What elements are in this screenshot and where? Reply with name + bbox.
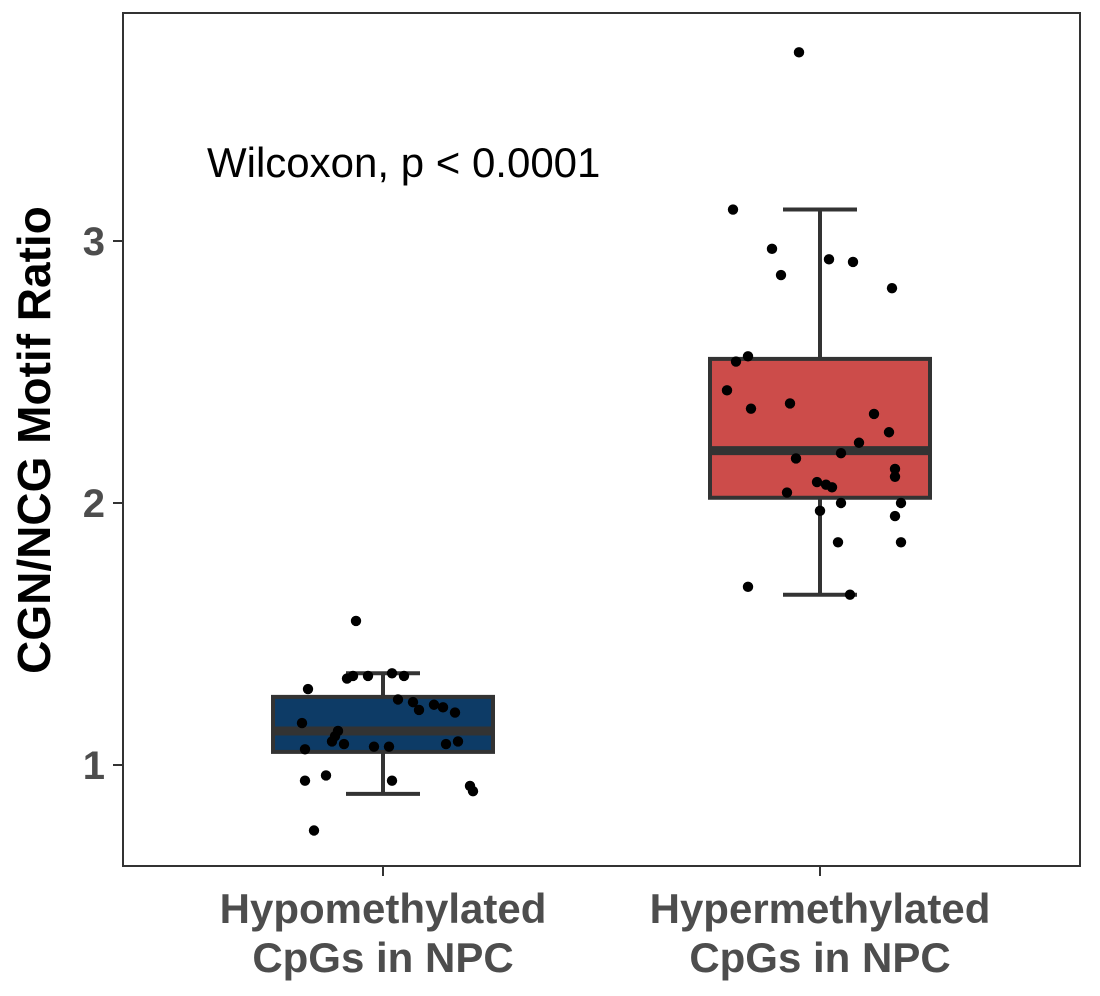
data-point xyxy=(350,615,362,627)
data-point xyxy=(889,510,901,522)
data-point xyxy=(889,463,901,475)
x-tick-label: Hypomethylated xyxy=(220,885,547,932)
data-point xyxy=(727,204,739,215)
data-point xyxy=(811,476,823,488)
stat-test-annotation: Wilcoxon, p < 0.0001 xyxy=(207,139,600,186)
data-point xyxy=(835,448,847,459)
box-group-1 xyxy=(271,615,495,836)
data-point xyxy=(392,694,404,705)
data-point xyxy=(386,775,398,786)
data-point xyxy=(440,738,452,750)
data-point xyxy=(844,589,856,600)
data-point xyxy=(784,398,796,409)
data-point xyxy=(407,696,419,708)
data-point xyxy=(790,453,802,464)
data-point xyxy=(308,825,320,836)
data-point xyxy=(428,699,440,710)
plot-panel-border xyxy=(122,12,1081,867)
data-point xyxy=(895,537,907,548)
x-tick-label: Hypermethylated xyxy=(650,885,991,932)
points-group xyxy=(296,615,479,836)
data-point xyxy=(895,497,907,509)
data-point xyxy=(452,736,464,747)
data-point xyxy=(868,408,880,420)
data-point xyxy=(745,403,757,414)
data-point xyxy=(320,770,332,781)
plot-area xyxy=(271,47,932,836)
x-tick-label: CpGs in NPC xyxy=(252,934,513,981)
data-point xyxy=(299,744,311,755)
box-group-2 xyxy=(708,47,932,600)
data-point xyxy=(775,269,787,281)
y-tick-label: 3 xyxy=(83,220,105,264)
data-point xyxy=(766,243,778,255)
y-tick-label: 2 xyxy=(83,482,105,526)
data-point xyxy=(326,736,338,747)
data-point xyxy=(437,702,449,713)
data-point xyxy=(886,282,898,294)
data-point xyxy=(835,497,847,509)
data-point xyxy=(449,707,461,718)
data-point xyxy=(368,741,380,752)
data-point xyxy=(742,351,754,362)
x-tick-label: CpGs in NPC xyxy=(689,934,950,981)
data-point xyxy=(742,581,754,593)
y-tick-label: 1 xyxy=(83,744,105,788)
data-point xyxy=(467,786,479,797)
data-point xyxy=(853,437,865,448)
data-point xyxy=(781,487,793,498)
data-point xyxy=(386,668,398,679)
data-point xyxy=(847,256,859,268)
data-point xyxy=(362,670,374,682)
data-point xyxy=(814,505,826,517)
data-point xyxy=(413,704,425,716)
data-point xyxy=(398,670,410,682)
data-point xyxy=(338,738,350,750)
data-point xyxy=(296,717,308,729)
data-point xyxy=(730,356,742,367)
points-group xyxy=(721,47,907,600)
data-point xyxy=(889,471,901,482)
data-point xyxy=(832,537,844,548)
data-point xyxy=(299,775,311,786)
data-point xyxy=(793,47,805,58)
data-point xyxy=(883,427,895,438)
data-point xyxy=(302,683,314,695)
data-point xyxy=(823,254,835,265)
y-axis-title: CGN/NCG Motif Ratio xyxy=(8,206,60,674)
data-point xyxy=(826,482,838,493)
data-point xyxy=(383,741,395,752)
data-point xyxy=(341,673,353,684)
data-point xyxy=(721,385,733,396)
